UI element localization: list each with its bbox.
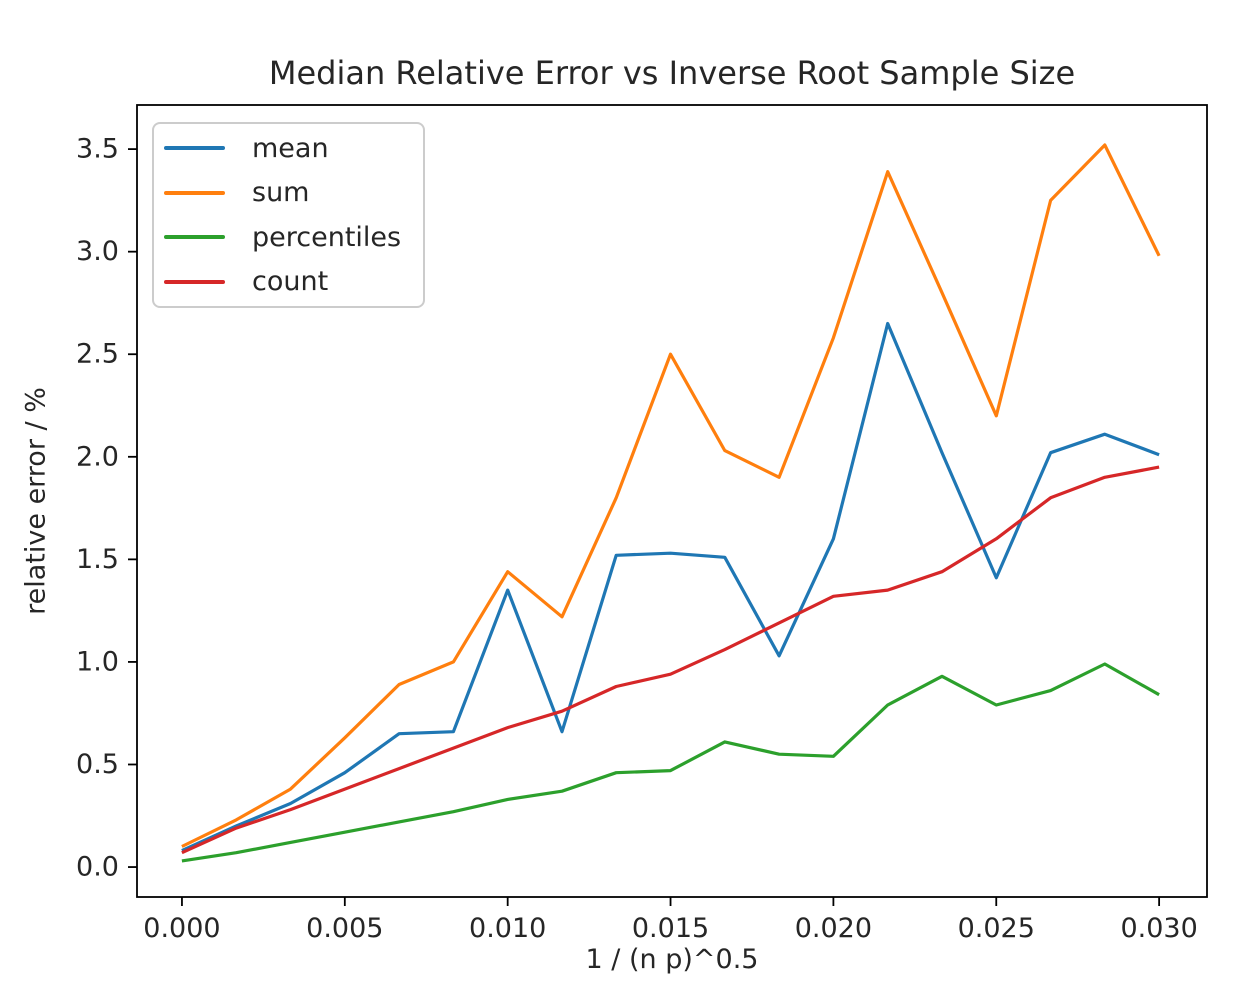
legend-label-percentiles: percentiles xyxy=(252,221,402,253)
axes-spines xyxy=(136,104,1208,898)
legend-label-sum: sum xyxy=(252,177,310,209)
legend-item-sum: sum xyxy=(164,171,423,216)
series-line-mean xyxy=(181,321,1160,853)
legend-label-count: count xyxy=(252,266,329,298)
y-tick-label: 1.5 xyxy=(76,544,119,575)
x-tick-label: 0.015 xyxy=(632,913,709,944)
y-tick-label: 2.5 xyxy=(76,339,119,370)
legend-label-mean: mean xyxy=(252,132,329,164)
x-tick-label: 0.025 xyxy=(958,913,1035,944)
y-tick-label: 3.5 xyxy=(76,134,119,165)
legend-swatch-count xyxy=(164,279,225,284)
x-tick-label: 0.010 xyxy=(469,913,546,944)
legend: mean sum percentiles count xyxy=(152,122,425,308)
legend-swatch-percentiles xyxy=(164,235,225,240)
x-tick-label: 0.030 xyxy=(1120,913,1197,944)
y-tick-label: 0.0 xyxy=(76,852,119,883)
y-tick-label: 0.5 xyxy=(76,749,119,780)
y-tick-label: 3.0 xyxy=(76,236,119,267)
x-axis-label: 1 / (n p)^0.5 xyxy=(585,944,759,975)
y-axis-label: relative error / % xyxy=(20,387,52,615)
legend-item-percentiles: percentiles xyxy=(164,215,423,260)
x-tick-label: 0.000 xyxy=(143,913,220,944)
legend-swatch-mean xyxy=(164,146,225,151)
series-line-count xyxy=(181,465,1160,855)
series-line-percentiles xyxy=(181,662,1160,863)
x-tick-label: 0.020 xyxy=(795,913,872,944)
y-tick-label: 2.0 xyxy=(76,441,119,472)
legend-swatch-sum xyxy=(164,190,225,195)
legend-item-mean: mean xyxy=(164,126,423,171)
y-tick-label: 1.0 xyxy=(76,646,119,677)
series-line-sum xyxy=(181,143,1161,848)
x-tick-label: 0.005 xyxy=(306,913,383,944)
legend-item-count: count xyxy=(164,260,423,305)
chart-title: Median Relative Error vs Inverse Root Sa… xyxy=(268,54,1076,92)
